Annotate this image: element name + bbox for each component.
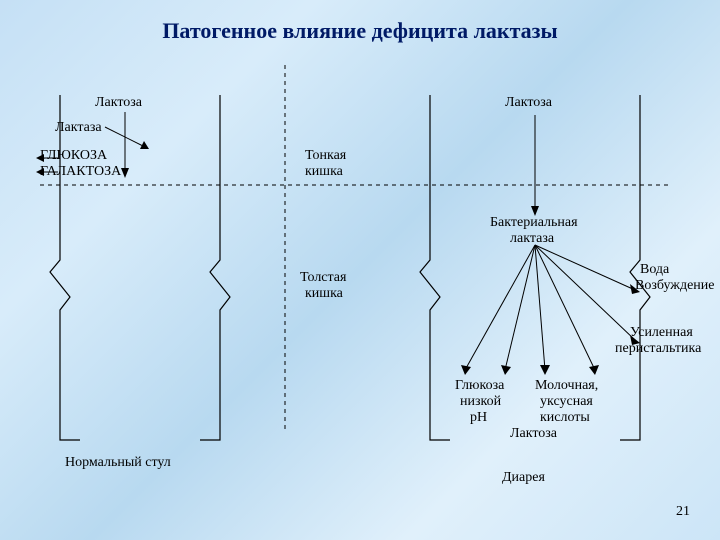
label-bact-lactase2: лактаза: [510, 231, 554, 247]
page-number: 21: [676, 504, 690, 520]
label-peristalsis1: Усиленная: [630, 325, 693, 341]
label-small-intestine1: Тонкая: [305, 148, 346, 164]
label-galactose: ГАЛАКТОЗА: [40, 164, 121, 180]
label-lactose-bottom: Лактоза: [510, 426, 557, 442]
label-acetic: уксусная: [540, 394, 593, 410]
label-lactase: Лактаза: [55, 120, 102, 136]
label-glucose: ГЛЮКОЗА: [40, 148, 107, 164]
label-acids: кислоты: [540, 410, 590, 426]
label-large-intestine1: Толстая: [300, 270, 346, 286]
label-normal-stool: Нормальный стул: [65, 455, 171, 471]
label-lactose-left: Лактоза: [95, 95, 142, 111]
label-small-intestine2: кишка: [305, 164, 343, 180]
label-ph: рН: [470, 410, 487, 426]
label-bact-lactase1: Бактериальная: [490, 215, 578, 231]
label-low-ph: низкой: [460, 394, 501, 410]
label-glucose-low: Глюкоза: [455, 378, 504, 394]
label-peristalsis2: перистальтика: [615, 341, 701, 357]
label-large-intestine2: кишка: [305, 286, 343, 302]
label-diarrhea: Диарея: [502, 470, 545, 486]
label-lactose-right: Лактоза: [505, 95, 552, 111]
label-lactic: Молочная,: [535, 378, 598, 394]
label-water: Вода: [640, 262, 669, 278]
label-excitation: Возбуждение: [635, 278, 714, 294]
